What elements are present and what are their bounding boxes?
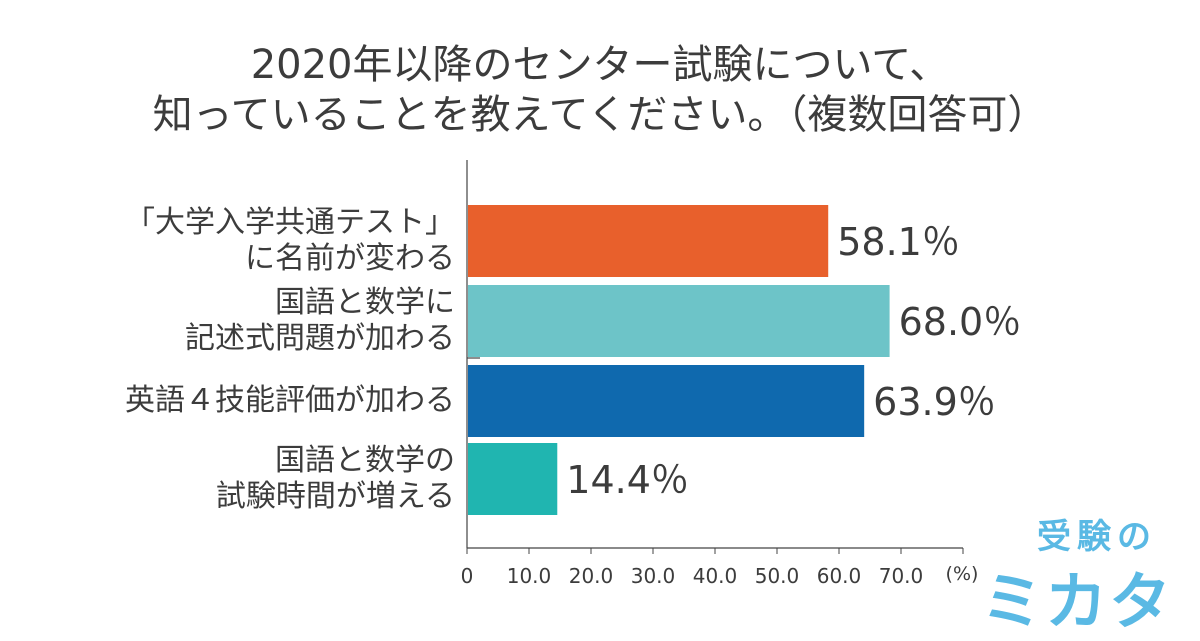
bar-value-label: 68.0％ (899, 300, 1022, 344)
bar-value-label: 58.1％ (837, 220, 960, 264)
logo-top-text: 受験の (1037, 517, 1157, 557)
x-tick-label: 20.0 (569, 564, 614, 588)
logo-main-text: ミカタ (981, 565, 1174, 638)
category-label: 国語と数学に 記述式問題が加わる (75, 285, 455, 357)
category-label-line: に名前が変わる (245, 241, 455, 276)
x-tick-label: 30.0 (631, 564, 676, 588)
x-tick-label: 60.0 (817, 564, 862, 588)
category-label-line: 「大学入学共通テスト」 (125, 205, 455, 240)
bar (468, 205, 829, 277)
site-logo: 受験の ミカタ (975, 505, 1200, 638)
x-unit-label: (%) (946, 563, 979, 585)
chart-title-line-1: 2020年以降のセンター試験について、 (250, 42, 950, 88)
chart-title-line-2: 知っていることを教えてください。（複数回答可） (152, 92, 1048, 138)
category-label: 英語４技能評価が加わる (75, 383, 455, 419)
category-label-line: 国語と数学に (275, 285, 455, 320)
x-tick-label: 10.0 (507, 564, 552, 588)
bar-value-label: 63.9％ (873, 380, 996, 424)
chart-title: 2020年以降のセンター試験について、 知っていることを教えてください。（複数回… (0, 40, 1200, 140)
category-label-line: 国語と数学の (275, 443, 455, 478)
bar-value-label: 14.4％ (566, 458, 689, 502)
bar (468, 365, 865, 437)
x-tick-label: 40.0 (693, 564, 738, 588)
x-tick-label: 70.0 (879, 564, 924, 588)
bar (468, 443, 558, 515)
x-tick-label: 0 (461, 564, 474, 588)
category-label-line: 試験時間が増える (215, 479, 455, 514)
category-label-line: 記述式問題が加わる (185, 321, 455, 356)
category-label-line: 英語４技能評価が加わる (125, 383, 455, 418)
x-tick-label: 50.0 (755, 564, 800, 588)
category-label: 国語と数学の 試験時間が増える (75, 443, 455, 515)
category-label: 「大学入学共通テスト」 に名前が変わる (75, 205, 455, 277)
bar (468, 285, 890, 357)
